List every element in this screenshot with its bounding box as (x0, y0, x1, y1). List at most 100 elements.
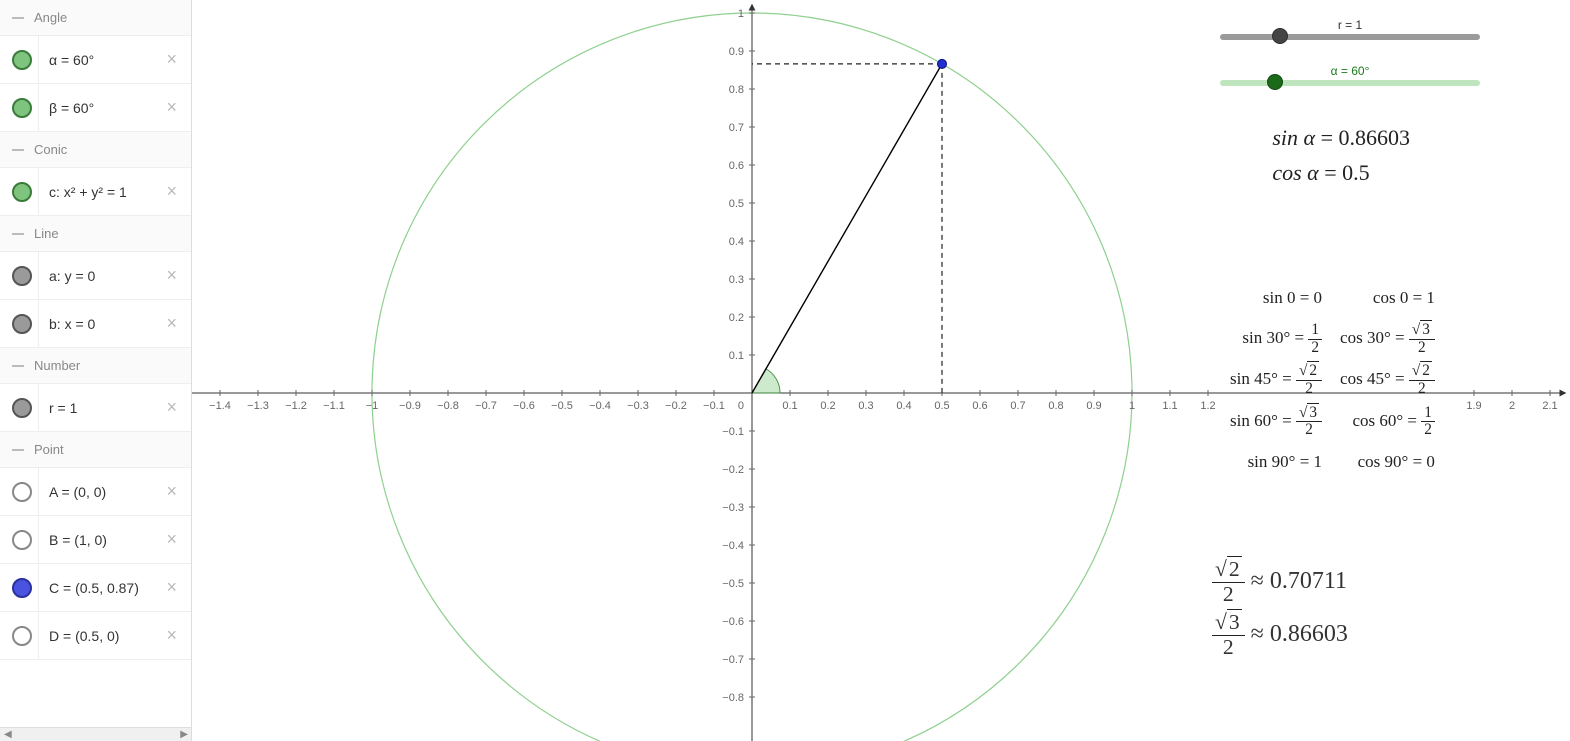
visibility-toggle-icon[interactable] (12, 266, 32, 286)
svg-text:−0.8: −0.8 (722, 692, 744, 704)
svg-text:−0.3: −0.3 (722, 502, 744, 514)
graphics-view[interactable]: −1.4−1.3−1.2−1.1−1−0.9−0.8−0.7−0.6−0.5−0… (192, 0, 1570, 741)
algebra-item[interactable]: β = 60°× (0, 84, 191, 132)
collapse-icon[interactable] (12, 233, 24, 235)
section-title: Conic (34, 142, 67, 157)
svg-text:0.1: 0.1 (729, 350, 744, 362)
approx-sqrt3: 32 ≈ 0.86603 (1212, 608, 1348, 661)
algebra-sidebar[interactable]: Angleα = 60°×β = 60°×Conicc: x² + y² = 1… (0, 0, 192, 741)
algebra-item[interactable]: r = 1× (0, 384, 191, 432)
slider-r[interactable]: r = 1 (1220, 18, 1480, 40)
collapse-icon[interactable] (12, 17, 24, 19)
svg-text:0.3: 0.3 (729, 274, 744, 286)
svg-text:0.7: 0.7 (1010, 400, 1025, 412)
close-icon[interactable]: × (160, 481, 183, 502)
svg-text:0.9: 0.9 (729, 46, 744, 58)
algebra-item[interactable]: a: y = 0× (0, 252, 191, 300)
horizontal-scrollbar[interactable]: ◀▶ (0, 727, 192, 741)
slider-alpha-label: α = 60° (1220, 64, 1480, 78)
visibility-toggle-icon[interactable] (12, 530, 32, 550)
svg-text:−0.1: −0.1 (722, 426, 744, 438)
svg-text:0: 0 (738, 400, 744, 412)
slider-alpha-thumb[interactable] (1267, 74, 1283, 90)
collapse-icon[interactable] (12, 149, 24, 151)
algebra-item[interactable]: α = 60°× (0, 36, 191, 84)
svg-text:−0.3: −0.3 (627, 400, 649, 412)
close-icon[interactable]: × (160, 97, 183, 118)
section-title: Number (34, 358, 80, 373)
cos-value: cos α = 0.5 (1272, 155, 1410, 190)
algebra-item[interactable]: c: x² + y² = 1× (0, 168, 191, 216)
svg-text:−0.2: −0.2 (665, 400, 687, 412)
svg-text:−0.2: −0.2 (722, 464, 744, 476)
algebra-item[interactable]: A = (0, 0)× (0, 468, 191, 516)
svg-text:1.9: 1.9 (1466, 400, 1481, 412)
svg-text:−0.1: −0.1 (703, 400, 725, 412)
close-icon[interactable]: × (160, 397, 183, 418)
visibility-toggle-icon[interactable] (12, 398, 32, 418)
section-header-conic[interactable]: Conic (0, 132, 191, 168)
collapse-icon[interactable] (12, 449, 24, 451)
svg-text:0.4: 0.4 (729, 236, 744, 248)
section-header-line[interactable]: Line (0, 216, 191, 252)
visibility-toggle-icon[interactable] (12, 50, 32, 70)
svg-text:0.7: 0.7 (729, 122, 744, 134)
item-label: α = 60° (38, 36, 160, 83)
visibility-toggle-icon[interactable] (12, 182, 32, 202)
section-title: Angle (34, 10, 67, 25)
svg-text:2: 2 (1509, 400, 1515, 412)
svg-text:−0.4: −0.4 (589, 400, 611, 412)
close-icon[interactable]: × (160, 181, 183, 202)
svg-text:−0.7: −0.7 (475, 400, 497, 412)
visibility-toggle-icon[interactable] (12, 314, 32, 334)
svg-text:0.2: 0.2 (820, 400, 835, 412)
close-icon[interactable]: × (160, 529, 183, 550)
item-label: C = (0.5, 0.87) (38, 564, 160, 611)
section-title: Point (34, 442, 64, 457)
algebra-item[interactable]: C = (0.5, 0.87)× (0, 564, 191, 612)
svg-text:0.1: 0.1 (782, 400, 797, 412)
svg-text:0.4: 0.4 (896, 400, 911, 412)
section-header-number[interactable]: Number (0, 348, 191, 384)
item-label: β = 60° (38, 84, 160, 131)
svg-text:−0.6: −0.6 (722, 616, 744, 628)
visibility-toggle-icon[interactable] (12, 482, 32, 502)
item-label: D = (0.5, 0) (38, 612, 160, 659)
close-icon[interactable]: × (160, 265, 183, 286)
close-icon[interactable]: × (160, 577, 183, 598)
section-header-angle[interactable]: Angle (0, 0, 191, 36)
svg-text:0.8: 0.8 (729, 84, 744, 96)
collapse-icon[interactable] (12, 365, 24, 367)
svg-text:−0.9: −0.9 (399, 400, 421, 412)
svg-text:−0.4: −0.4 (722, 540, 744, 552)
slider-alpha[interactable]: α = 60° (1220, 64, 1480, 86)
slider-r-thumb[interactable] (1272, 28, 1288, 44)
algebra-item[interactable]: b: x = 0× (0, 300, 191, 348)
close-icon[interactable]: × (160, 625, 183, 646)
close-icon[interactable]: × (160, 49, 183, 70)
approx-sqrt2: 22 ≈ 0.70711 (1212, 555, 1348, 608)
item-label: a: y = 0 (38, 252, 160, 299)
trig-table: sin 0 = 0cos 0 = 1sin 30° = 12cos 30° = … (1212, 275, 1453, 485)
item-label: A = (0, 0) (38, 468, 160, 515)
visibility-toggle-icon[interactable] (12, 626, 32, 646)
svg-text:0.5: 0.5 (934, 400, 949, 412)
section-header-point[interactable]: Point (0, 432, 191, 468)
svg-text:−0.5: −0.5 (551, 400, 573, 412)
algebra-item[interactable]: D = (0.5, 0)× (0, 612, 191, 660)
svg-text:0.3: 0.3 (858, 400, 873, 412)
svg-text:1: 1 (738, 8, 744, 20)
item-label: b: x = 0 (38, 300, 160, 347)
svg-text:−0.5: −0.5 (722, 578, 744, 590)
visibility-toggle-icon[interactable] (12, 578, 32, 598)
svg-text:1: 1 (1129, 400, 1135, 412)
item-label: c: x² + y² = 1 (38, 168, 160, 215)
svg-text:−1.3: −1.3 (247, 400, 269, 412)
item-label: B = (1, 0) (38, 516, 160, 563)
algebra-item[interactable]: B = (1, 0)× (0, 516, 191, 564)
close-icon[interactable]: × (160, 313, 183, 334)
svg-text:1.1: 1.1 (1162, 400, 1177, 412)
svg-text:−1.4: −1.4 (209, 400, 231, 412)
trig-readout: sin α = 0.86603 cos α = 0.5 (1272, 120, 1410, 190)
visibility-toggle-icon[interactable] (12, 98, 32, 118)
